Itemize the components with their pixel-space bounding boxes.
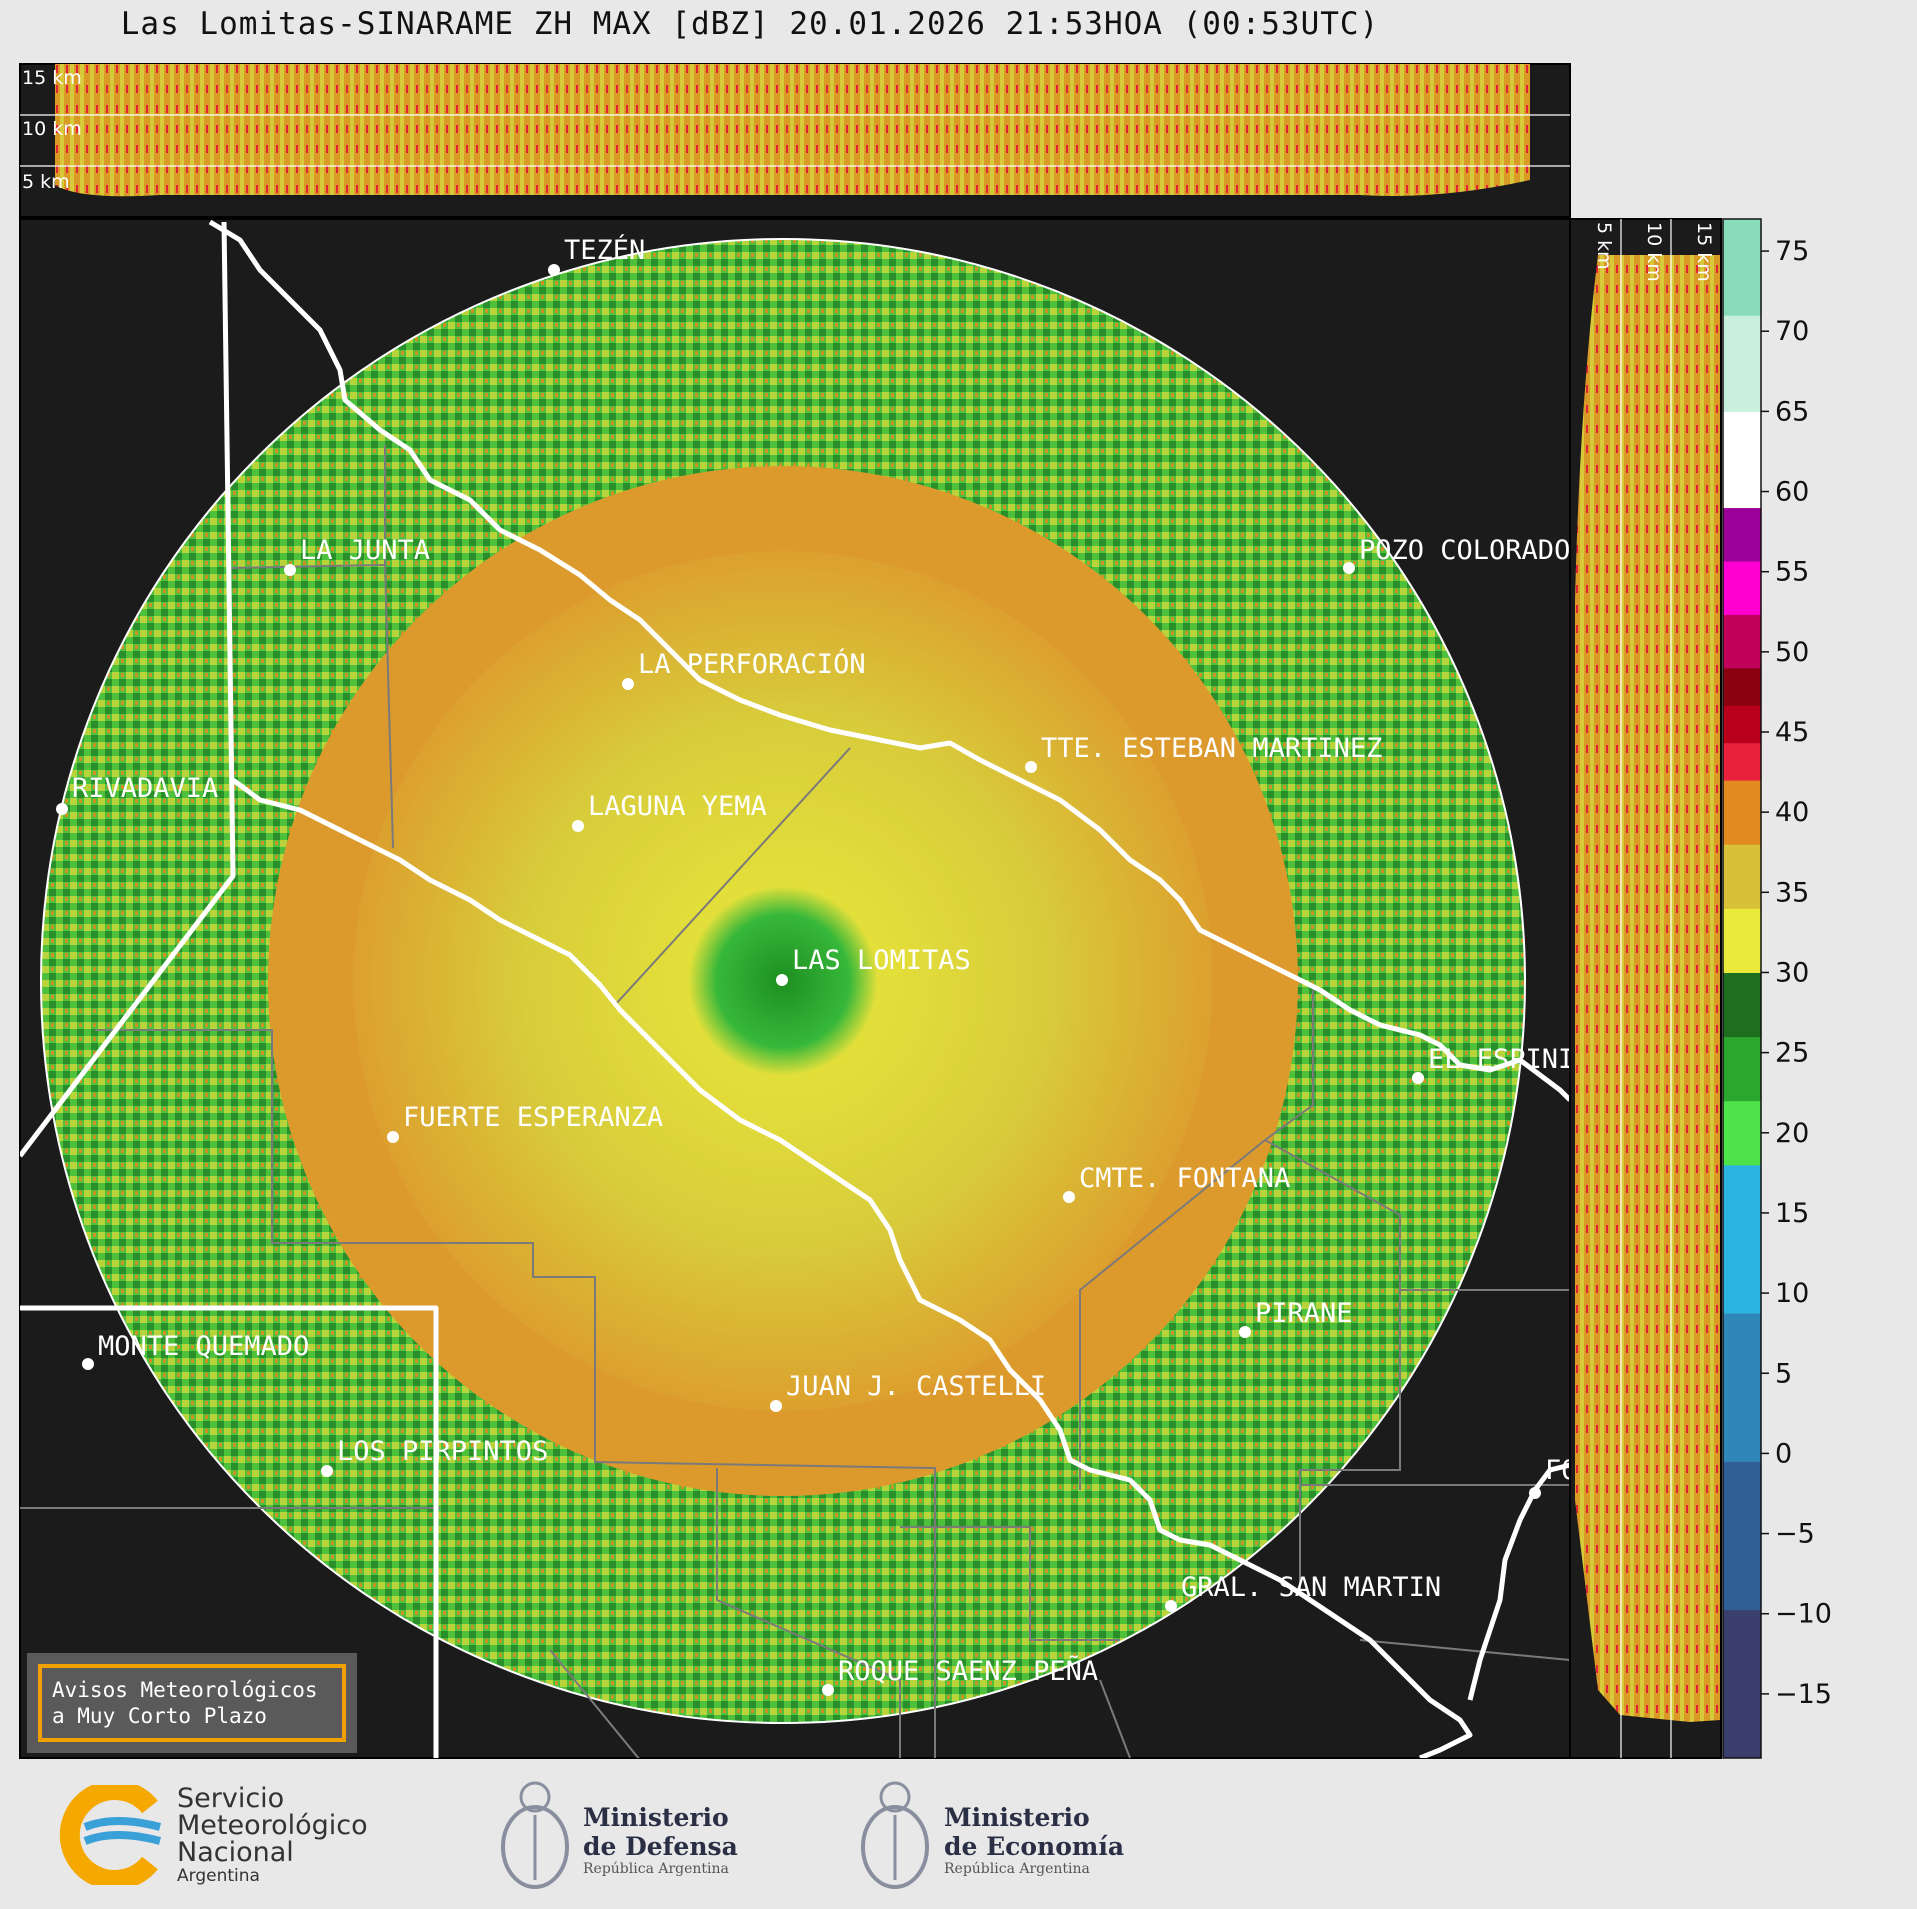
city-label: MONTE QUEMADO [98,1331,309,1362]
smn-name: Nacional [177,1837,294,1868]
colorbar-band [1723,908,1761,973]
side-cross-section: 5 km 10 km 15 km [1569,218,1722,1759]
colorbar-band [1723,1100,1761,1166]
radar-range-circle [40,238,1526,1724]
colorbar-tick-label: −5 [1775,1519,1815,1550]
city-label: LOS PIRPINTOS [337,1436,548,1467]
colorbar-band [1723,1461,1761,1611]
colorbar-bands [1723,219,1761,1759]
colorbar-band [1723,507,1761,562]
colorbar-tick-label: 10 [1775,1278,1809,1309]
smn-name: Servicio [177,1783,285,1814]
colorbar-band [1723,1164,1761,1314]
top-height-label: 15 km [22,67,82,89]
city-label: TTE. ESTEBAN MARTINEZ [1041,733,1382,764]
notice-box: Avisos Meteorológicos a Muy Corto Plazo [27,1653,357,1753]
colorbar-tick-label: 5 [1775,1358,1792,1389]
side-height-label: 15 km [1693,222,1715,282]
colorbar-band [1723,614,1761,669]
notice-line: Avisos Meteorológicos [52,1678,318,1702]
top-height-label: 5 km [22,171,70,193]
colorbar-band [1723,411,1761,509]
colorbar-tick-label: 65 [1775,396,1809,427]
city-label: FUERTE ESPERANZA [403,1102,663,1133]
colorbar-tick-label: 0 [1775,1438,1792,1469]
colorbar-tick-label: 70 [1775,316,1809,347]
defensa-coat-of-arms-icon [501,1781,569,1889]
side-height-label: 10 km [1643,222,1665,282]
colorbar-tick-label: 40 [1775,797,1809,828]
colorbar-tick-label: 20 [1775,1118,1809,1149]
city-label: CMTE. FONTANA [1079,1163,1290,1194]
colorbar-tick-label: 25 [1775,1038,1809,1069]
defensa-title: Ministerio [583,1803,729,1832]
colorbar-tick-label: 45 [1775,717,1809,748]
colorbar-tick-label: 60 [1775,477,1809,508]
colorbar-band [1723,315,1761,412]
economia-country: República Argentina [944,1861,1090,1877]
province-boundaries [20,219,1570,1758]
city-label: GRAL. SAN MARTIN [1181,1572,1441,1603]
colorbar-tick-label: 30 [1775,957,1809,988]
colorbar-band [1723,780,1761,845]
main-map-panel: TEZÉN LA JUNTA POZO COLORADO LA PERFORAC… [19,218,1659,1759]
colorbar-tick-label: −15 [1775,1679,1832,1710]
city-label: LAGUNA YEMA [588,791,767,822]
colorbar-band [1723,844,1761,909]
page-title: Las Lomitas-SINARAME ZH MAX [dBZ] 20.01.… [120,6,1380,42]
top-cross-section: 15 km 10 km 5 km [19,63,1571,218]
colorbar-tick-label: 55 [1775,557,1809,588]
colorbar-band [1723,667,1761,706]
city-label: JUAN J. CASTELLI [786,1371,1046,1402]
department-boundaries [20,445,1570,1758]
colorbar-tick-label: −10 [1775,1599,1832,1630]
colorbar-tick-label: 35 [1775,877,1809,908]
smn-country: Argentina [177,1866,260,1886]
city-label: POZO COLORADO [1359,535,1570,566]
city-label: RIVADAVIA [72,773,218,804]
city-label: LA JUNTA [300,535,430,566]
economia-title: de Economía [944,1832,1125,1861]
defensa-country: República Argentina [583,1861,729,1877]
colorbar-tick-label: 50 [1775,637,1809,668]
colorbar-band [1723,1313,1761,1462]
city-label: ROQUE SAENZ PEÑA [838,1655,1098,1687]
colorbar-band [1723,219,1761,316]
colorbar-band [1723,561,1761,615]
colorbar-band [1723,1609,1761,1759]
radar-site-label: LAS LOMITAS [792,945,971,976]
economia-coat-of-arms-icon [861,1781,929,1889]
city-label: LA PERFORACIÓN [638,648,866,680]
city-label: TEZÉN [564,234,645,266]
smn-logo-icon [59,1785,162,1885]
top-height-label: 10 km [22,118,82,140]
colorbar-band [1723,972,1761,1038]
colorbar-band [1723,705,1761,744]
defensa-title: de Defensa [583,1832,738,1861]
economia-title: Ministerio [944,1803,1090,1832]
side-height-label: 5 km [1593,222,1615,270]
city-label: PIRANE [1255,1298,1353,1329]
colorbar-tick-label: 15 [1775,1198,1809,1229]
notice-line: a Muy Corto Plazo [52,1704,267,1728]
colorbar-band [1723,742,1761,781]
colorbar-tick-label: 75 [1775,236,1809,267]
colorbar-band [1723,1036,1761,1102]
smn-name: Meteorológico [177,1810,368,1841]
